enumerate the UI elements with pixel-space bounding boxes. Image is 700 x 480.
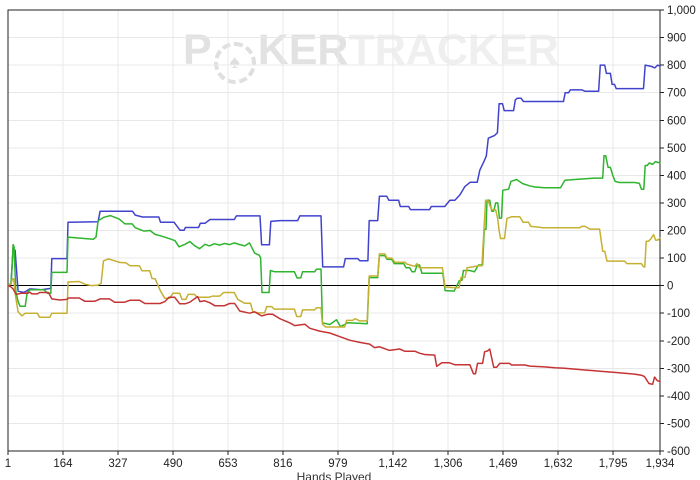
x-tick-label: 979 (328, 458, 347, 470)
y-tick-label: 300 (667, 198, 686, 210)
x-tick-label: 1,469 (489, 458, 518, 470)
pokertracker-watermark: P ♠ KERTRACKER (183, 26, 559, 84)
y-tick-label: 800 (667, 60, 686, 72)
watermark-poker-ker: KER (257, 26, 349, 74)
spade-icon: ♠ (229, 52, 240, 73)
y-tick-label: 700 (667, 88, 686, 100)
y-tick-label: 500 (667, 143, 686, 155)
x-tick-label: 490 (163, 458, 182, 470)
x-tick-label: 1,306 (434, 458, 463, 470)
y-tick-label: -200 (667, 336, 690, 348)
y-tick-label: -600 (667, 446, 690, 458)
y-tick-label: 400 (667, 170, 686, 182)
y-tick-label: -500 (667, 418, 690, 430)
series-red-line (7, 284, 661, 386)
watermark-poker-p: P (183, 26, 212, 74)
y-tick-label: 0 (667, 281, 673, 293)
y-tick-label: 900 (667, 33, 686, 45)
poker-chip-icon: ♠ (213, 41, 256, 84)
y-tick-label: 200 (667, 226, 686, 238)
x-tick-label: 1,934 (646, 458, 675, 470)
series-green-line (7, 155, 661, 328)
y-tick-label: 1,000 (667, 5, 696, 17)
y-tick-label: -100 (667, 308, 690, 320)
x-tick-label: 1 (5, 458, 11, 470)
series-yellow-line (7, 199, 661, 328)
y-tick-label: -400 (667, 391, 690, 403)
x-tick-label: 1,142 (378, 458, 407, 470)
x-axis-title: Hands Played (296, 470, 372, 480)
x-tick-label: 1,795 (599, 458, 628, 470)
x-tick-label: 164 (53, 458, 73, 470)
watermark-tracker: TRACKER (348, 26, 559, 74)
x-tick-label: 653 (218, 458, 237, 470)
x-tick-label: 1,632 (544, 458, 573, 470)
x-tick-label: 327 (108, 458, 127, 470)
y-tick-label: -300 (667, 363, 690, 375)
y-tick-label: 100 (667, 253, 686, 265)
y-tick-label: 600 (667, 115, 686, 127)
x-tick-label: 816 (273, 458, 292, 470)
series-blue-line (7, 64, 661, 294)
